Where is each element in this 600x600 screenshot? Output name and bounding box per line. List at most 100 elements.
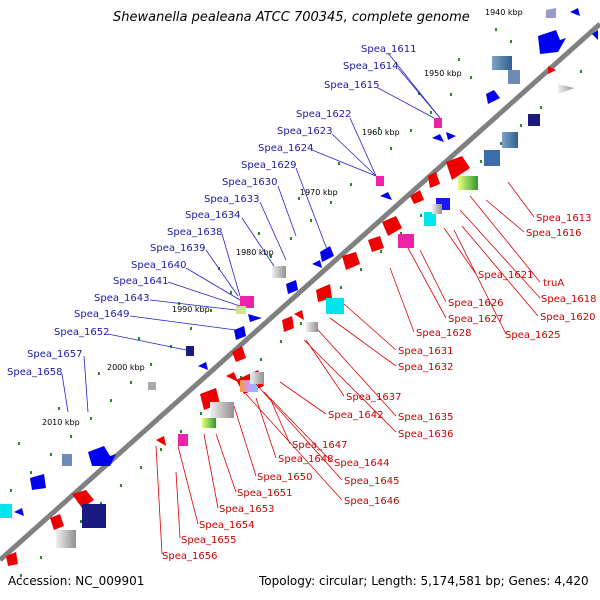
gene-box — [240, 296, 254, 308]
gene-box — [492, 56, 512, 70]
tick-label-1940: 1940 kbp — [485, 8, 523, 17]
gene-label[interactable]: Spea_1653 — [219, 504, 274, 515]
gene-label[interactable]: Spea_1626 — [448, 298, 503, 309]
gene-box — [306, 322, 318, 332]
gene-label[interactable]: Spea_1637 — [346, 392, 401, 403]
gene-label[interactable]: Spea_1646 — [344, 496, 399, 507]
gene-arrow — [198, 362, 208, 370]
gene-label[interactable]: Spea_1648 — [278, 454, 333, 465]
gene-label[interactable]: Spea_1641 — [113, 276, 168, 287]
gene-label[interactable]: Spea_1623 — [277, 126, 332, 137]
gene-label[interactable]: Spea_1614 — [343, 61, 398, 72]
gene-arrow — [234, 326, 246, 340]
tick-label-1950: 1950 kbp — [424, 69, 462, 78]
gene-arrow — [282, 316, 294, 332]
gene-label[interactable]: Spea_1651 — [237, 488, 292, 499]
genome-backbone — [0, 22, 600, 562]
gene-label[interactable]: Spea_1624 — [258, 143, 313, 154]
gene-label[interactable]: Spea_1656 — [162, 551, 217, 562]
gene-box — [272, 266, 286, 278]
gene-label[interactable]: Spea_1611 — [361, 44, 416, 55]
gene-arrow — [72, 490, 94, 508]
gene-label[interactable]: Spea_1638 — [167, 227, 222, 238]
gene-label[interactable]: Spea_1658 — [7, 367, 62, 378]
gene-label[interactable]: Spea_1640 — [131, 260, 186, 271]
topology-text: Topology: circular; Length: 5,174,581 bp… — [258, 574, 589, 588]
gene-label[interactable]: Spea_1615 — [324, 80, 379, 91]
gene-label[interactable]: Spea_1613 — [536, 213, 591, 224]
gene-label[interactable]: Spea_1635 — [398, 412, 453, 423]
gene-arrow — [156, 436, 166, 446]
gene-box — [484, 150, 500, 166]
gene-box — [82, 504, 106, 528]
gene-label[interactable]: Spea_1618 — [541, 294, 596, 305]
gene-label[interactable]: truA — [543, 278, 564, 289]
gene-label[interactable]: Spea_1643 — [94, 293, 149, 304]
gene-arrow — [538, 30, 566, 54]
gene-label[interactable]: Spea_1625 — [505, 330, 560, 341]
tick-label-1970: 1970 kbp — [300, 188, 338, 197]
upper-gene-labels: Spea_1611 Spea_1614 Spea_1615 Spea_1622 … — [7, 44, 416, 378]
tick-label-2010: 2010 kbp — [42, 418, 80, 427]
map-title: Shewanella pealeana ATCC 700345, complet… — [113, 10, 470, 25]
gene-label[interactable]: Spea_1649 — [74, 309, 129, 320]
gene-box — [326, 298, 344, 314]
gene-box — [236, 306, 246, 314]
gene-label[interactable]: Spea_1647 — [292, 440, 347, 451]
gene-label[interactable]: Spea_1628 — [416, 328, 471, 339]
gene-arrow — [248, 314, 262, 322]
gene-label[interactable]: Spea_1650 — [257, 472, 312, 483]
gene-arrow — [226, 372, 238, 382]
gene-label[interactable]: Spea_1636 — [398, 429, 453, 440]
gene-arrow — [410, 190, 424, 204]
gene-label[interactable]: Spea_1632 — [398, 362, 453, 373]
gene-arrow — [592, 30, 598, 40]
gene-box — [508, 70, 520, 84]
gene-arrow — [558, 84, 574, 94]
gene-label[interactable]: Spea_1622 — [296, 109, 351, 120]
gene-arrow — [380, 192, 392, 200]
gene-label[interactable]: Spea_1654 — [199, 520, 254, 531]
tick-label-1990: 1990 kbp — [172, 305, 210, 314]
gene-arrow — [30, 474, 46, 490]
gene-arrow — [368, 236, 384, 252]
lower-gene-labels: Spea_1613 Spea_1616 truA Spea_1618 Spea_… — [162, 213, 596, 562]
gene-arrow — [286, 280, 298, 294]
gene-label[interactable]: Spea_1644 — [334, 458, 389, 469]
gene-label[interactable]: Spea_1630 — [222, 177, 277, 188]
gene-box — [210, 402, 234, 418]
gene-label[interactable]: Spea_1620 — [540, 312, 595, 323]
gene-label[interactable]: Spea_1639 — [150, 243, 205, 254]
gene-box — [148, 382, 156, 390]
gene-box — [376, 176, 384, 186]
gene-label[interactable]: Spea_1652 — [54, 327, 109, 338]
gene-arrow — [546, 8, 556, 18]
gene-box — [502, 132, 518, 148]
gene-box — [424, 212, 436, 226]
gene-label[interactable]: Spea_1642 — [328, 410, 383, 421]
gene-arrow — [446, 132, 456, 140]
gene-label[interactable]: Spea_1616 — [526, 228, 581, 239]
gene-label[interactable]: Spea_1634 — [185, 210, 240, 221]
gene-label[interactable]: Spea_1657 — [27, 349, 82, 360]
gene-label[interactable]: Spea_1621 — [478, 270, 533, 281]
gene-box — [178, 434, 188, 446]
gene-arrow — [570, 8, 580, 16]
gene-box — [398, 234, 414, 248]
gene-box — [56, 530, 76, 548]
gene-label[interactable]: Spea_1645 — [344, 476, 399, 487]
gene-label[interactable]: Spea_1627 — [448, 314, 503, 325]
gene-label[interactable]: Spea_1631 — [398, 346, 453, 357]
gene-arrow — [294, 310, 304, 320]
gene-box — [186, 346, 194, 356]
gene-label[interactable]: Spea_1633 — [204, 194, 259, 205]
gene-arrow — [548, 66, 556, 74]
gene-arrow — [446, 156, 470, 180]
forward-strand-genes — [0, 8, 598, 518]
gene-label[interactable]: Spea_1655 — [181, 535, 236, 546]
gene-arrow — [342, 252, 360, 270]
gene-box — [432, 204, 442, 214]
gene-box — [250, 372, 264, 384]
gene-label[interactable]: Spea_1629 — [241, 160, 296, 171]
